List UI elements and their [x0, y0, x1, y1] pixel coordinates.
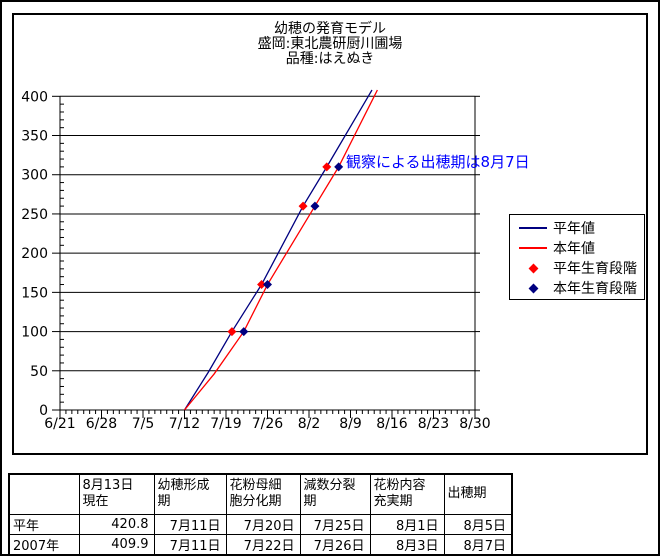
value-cell: 8月7日 — [443, 533, 513, 555]
value-cell: 7月25日 — [299, 513, 371, 535]
y-tick-label: 100 — [21, 325, 48, 341]
table-header-cell: 出穂期 — [443, 473, 513, 515]
y-tick-label: 250 — [21, 207, 48, 223]
chart-title: 幼穂の発育モデル 盛岡:東北農研厨川圃場 品種:はえぬき — [14, 22, 646, 67]
x-tick-label: 8/16 — [376, 416, 408, 432]
value-cell: 8月5日 — [443, 513, 513, 535]
table-header-cell: 花粉内容 充実期 — [369, 473, 445, 515]
table-header-cell: 花粉母細 胞分化期 — [225, 473, 301, 515]
y-tick-label: 0 — [39, 403, 48, 419]
marker-diamond-平年生育段階 — [322, 162, 332, 172]
legend-box: 平年値本年値平年生育段階 本年生育段階 — [509, 214, 645, 300]
value-cell: 7月26日 — [299, 533, 371, 555]
row-label-cell: 2007年 — [8, 533, 80, 555]
legend-item: 平年生育段階 — [510, 258, 644, 278]
legend-item: 平年値 — [510, 218, 644, 238]
x-tick-label: 8/23 — [418, 416, 449, 432]
legend-diamond-icon — [516, 263, 550, 273]
legend-label: 平年生育段階 — [553, 261, 637, 277]
value-cell: 7月22日 — [225, 533, 301, 555]
heading-date-annotation: 観察による出穂期は8月7日 — [346, 153, 530, 171]
y-tick-label: 150 — [21, 285, 48, 301]
legend-swatch-mark — [528, 283, 538, 293]
table-header-cell: 幼穂形成 期 — [153, 473, 227, 515]
marker-diamond-本年生育段階 — [310, 201, 320, 211]
chart-title-line-3: 品種:はえぬき — [285, 51, 375, 67]
chart-area: 0 50 100 150 200 250 300 350 400 6/21 6/28 7/5 7/12 7… — [12, 13, 648, 455]
marker-diamond-本年生育段階 — [239, 327, 249, 337]
growth-stage-table: 8月13日 現在 幼穂形成 期花粉母細 胞分化期 減数分裂 期花粉内容 充実期 出穂期… — [8, 473, 513, 556]
legend-label: 本年値 — [553, 241, 595, 257]
y-tick-label: 350 — [21, 129, 48, 145]
value-cell: 7月11日 — [153, 533, 227, 555]
value-cell: 420.8 — [78, 513, 155, 535]
legend-swatch-mark — [519, 247, 547, 249]
legend-line-swatch — [516, 247, 550, 249]
value-cell: 8月3日 — [369, 533, 445, 555]
x-tick-label: 7/12 — [169, 416, 200, 432]
value-cell: 7月11日 — [153, 513, 227, 535]
row-label-cell: 平年 — [8, 513, 80, 535]
legend-label: 平年値 — [553, 221, 595, 237]
y-tick-label: 400 — [21, 89, 48, 105]
marker-diamond-平年生育段階 — [298, 201, 308, 211]
series-line-平年値 — [183, 89, 373, 411]
legend-swatch-mark — [519, 227, 547, 229]
legend-label: 本年生育段階 — [553, 281, 637, 297]
chart-title-line-1: 幼穂の発育モデル — [274, 21, 386, 37]
legend-swatch-mark — [528, 263, 538, 273]
x-tick-label: 7/26 — [252, 416, 284, 432]
table-header-cell: 8月13日 現在 — [78, 473, 155, 515]
y-tick-label: 300 — [21, 168, 48, 184]
marker-diamond-本年生育段階 — [263, 280, 272, 290]
x-tick-label: 7/5 — [132, 416, 155, 432]
y-tick-label: 200 — [21, 246, 48, 262]
marker-diamond-本年生育段階 — [334, 162, 344, 172]
marker-diamond-平年生育段階 — [257, 280, 267, 290]
table-header-row: 8月13日 現在 幼穂形成 期花粉母細 胞分化期 減数分裂 期花粉内容 充実期 出穂期 — [8, 473, 513, 515]
table-row: 平年 420.8 7月11日 7月20日 7月25日 8月1日 8月5日 — [8, 513, 513, 535]
legend-line-swatch — [516, 227, 550, 229]
x-tick-label: 8/2 — [298, 416, 321, 432]
x-tick-label: 7/19 — [210, 416, 241, 432]
plot-svg: 0 50 100 150 200 250 300 350 400 6/21 6/28 7/5 7/12 7… — [21, 89, 490, 432]
legend-item: 本年生育段階 — [510, 278, 644, 298]
table-header-cell — [8, 473, 80, 515]
x-tick-label: 6/28 — [86, 416, 117, 432]
x-tick-label: 8/9 — [339, 416, 362, 432]
x-tick-label: 6/21 — [44, 416, 75, 432]
value-cell: 7月20日 — [225, 513, 301, 535]
table-row: 2007年 409.9 7月11日 7月22日 7月26日 8月3日 8月7日 — [8, 533, 513, 555]
series-line-本年値 — [183, 89, 378, 411]
x-tick-label: 8/30 — [459, 416, 490, 432]
value-cell: 409.9 — [78, 533, 155, 555]
y-tick-label: 50 — [30, 364, 48, 380]
chart-title-line-2: 盛岡:東北農研厨川圃場 — [257, 36, 403, 52]
value-cell: 8月1日 — [369, 513, 445, 535]
marker-diamond-平年生育段階 — [227, 327, 237, 337]
legend-diamond-icon — [516, 283, 550, 293]
table-header-cell: 減数分裂 期 — [299, 473, 371, 515]
legend-item: 本年値 — [510, 238, 644, 258]
